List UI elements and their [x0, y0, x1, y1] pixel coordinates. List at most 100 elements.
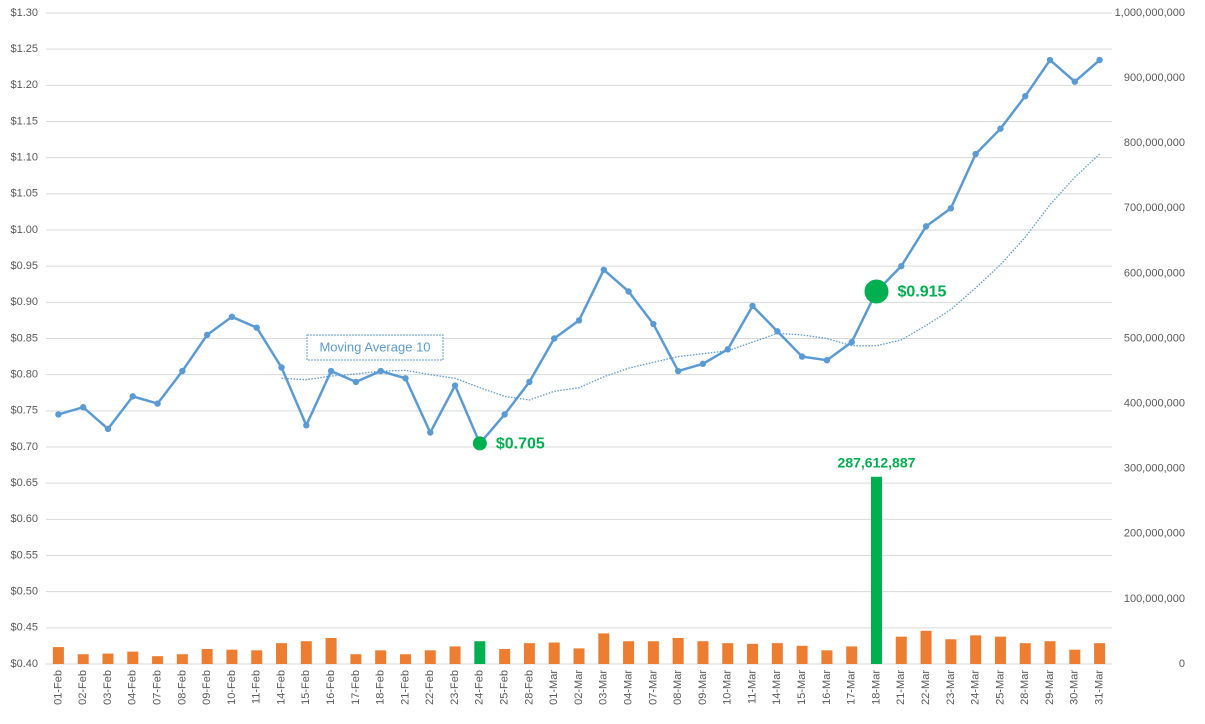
- bar: [722, 643, 734, 664]
- x-tick-label: 09-Mar: [697, 670, 709, 705]
- marker: [1022, 92, 1029, 100]
- marker: [327, 367, 335, 375]
- y-tick-label: $1.30: [10, 7, 38, 19]
- x-tick-label: 03-Feb: [102, 670, 114, 705]
- y-tick-label: $0.85: [10, 332, 38, 344]
- marker: [1071, 78, 1079, 85]
- y-tick-label: $0.40: [10, 658, 38, 670]
- marker: [699, 360, 707, 368]
- bar: [994, 636, 1006, 664]
- bar: [1044, 641, 1056, 664]
- x-tick-label: 10-Feb: [226, 670, 238, 705]
- x-tick-label: 08-Feb: [176, 670, 188, 705]
- y2-tick-label: 600,000,000: [1124, 267, 1185, 279]
- bar: [1069, 649, 1081, 664]
- bar: [77, 654, 89, 664]
- marker: [551, 335, 558, 342]
- bar: [276, 643, 288, 664]
- annotation-box: [306, 334, 444, 361]
- x-tick-label: 21-Feb: [399, 670, 411, 705]
- bar: [449, 646, 461, 664]
- bar: [895, 636, 907, 664]
- bar: [945, 639, 957, 664]
- x-tick-label: 24-Feb: [474, 670, 486, 705]
- bar: [920, 630, 932, 664]
- x-tick-label: 23-Mar: [945, 670, 957, 705]
- y-tick-label: $1.25: [10, 43, 38, 55]
- y2-tick-label: 500,000,000: [1124, 332, 1185, 344]
- x-tick-label: 25-Mar: [994, 670, 1006, 705]
- x-tick-label: 09-Feb: [201, 670, 213, 705]
- x-tick-label: 07-Mar: [647, 670, 659, 705]
- marker: [922, 223, 930, 230]
- x-tick-label: 17-Mar: [846, 670, 858, 705]
- x-tick-label: 22-Feb: [424, 670, 436, 705]
- marker: [501, 411, 508, 418]
- y-tick-label: $0.80: [10, 369, 38, 381]
- x-tick-label: 29-Mar: [1044, 670, 1056, 705]
- bar: [1019, 643, 1031, 664]
- x-tick-label: 16-Mar: [821, 670, 833, 705]
- highlight-marker: [864, 279, 889, 304]
- marker: [1046, 56, 1054, 64]
- bar: [523, 643, 535, 664]
- x-tick-label: 03-Mar: [598, 670, 610, 705]
- bar: [152, 656, 164, 664]
- y-tick-label: $0.70: [10, 441, 38, 453]
- marker: [278, 364, 285, 371]
- bar: [846, 646, 858, 664]
- marker: [823, 357, 831, 364]
- x-tick-label: 10-Mar: [722, 670, 734, 705]
- x-tick-label: 21-Mar: [895, 670, 907, 705]
- y-tick-label: $0.60: [10, 513, 38, 525]
- marker: [179, 367, 186, 375]
- y-tick-label: $1.05: [10, 188, 38, 200]
- marker: [947, 205, 955, 212]
- marker: [402, 375, 409, 382]
- y-tick-label: $1.10: [10, 152, 38, 164]
- bar: [672, 637, 684, 664]
- point-label: $0.915: [897, 284, 946, 301]
- marker: [203, 331, 211, 339]
- bar: [970, 635, 982, 664]
- marker: [427, 429, 434, 436]
- marker: [303, 422, 310, 429]
- x-tick-label: 01-Feb: [52, 670, 64, 705]
- bar: [251, 650, 263, 664]
- x-tick-label: 24-Mar: [970, 670, 982, 705]
- marker: [749, 302, 756, 310]
- y2-tick-label: 300,000,000: [1124, 463, 1185, 475]
- marker: [55, 411, 62, 418]
- x-tick-label: 04-Feb: [127, 670, 139, 705]
- y2-tick-label: 1,000,000,000: [1115, 7, 1185, 19]
- marker: [798, 353, 806, 360]
- y2-tick-label: 0: [1179, 658, 1185, 670]
- x-tick-label: 28-Mar: [1019, 670, 1031, 705]
- bar: [325, 637, 337, 664]
- marker: [674, 367, 682, 375]
- marker: [972, 150, 979, 158]
- marker: [575, 317, 583, 324]
- bar: [350, 654, 362, 664]
- marker: [848, 338, 855, 346]
- marker: [129, 393, 136, 400]
- annotation: Moving Average 10: [319, 339, 430, 354]
- marker: [377, 367, 384, 375]
- bar: [598, 633, 610, 664]
- marker: [79, 404, 87, 411]
- marker: [600, 266, 607, 273]
- marker: [352, 378, 360, 386]
- bar: [647, 641, 659, 664]
- x-tick-label: 07-Feb: [151, 670, 163, 705]
- y-tick-label: $0.75: [10, 405, 38, 417]
- bar: [573, 648, 585, 664]
- marker: [898, 262, 905, 270]
- x-tick-label: 18-Feb: [375, 670, 387, 705]
- x-tick-label: 17-Feb: [350, 670, 362, 705]
- x-tick-label: 16-Feb: [325, 670, 337, 705]
- marker: [526, 378, 533, 386]
- y2-tick-label: 800,000,000: [1124, 137, 1185, 149]
- y-tick-label: $0.90: [10, 296, 38, 308]
- y2-tick-label: 400,000,000: [1124, 398, 1185, 410]
